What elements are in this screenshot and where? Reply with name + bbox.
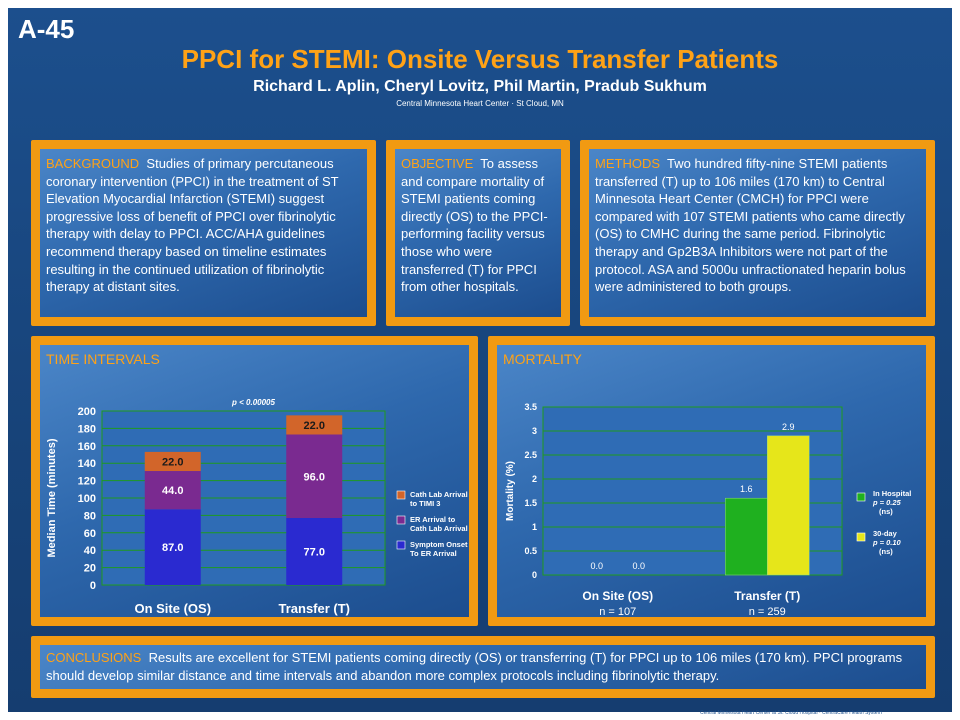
bar-segment [144, 451, 201, 472]
background-heading: BACKGROUND [46, 156, 140, 171]
time-intervals-heading: TIME INTERVALS [46, 351, 160, 367]
y-tick-label: 120 [78, 476, 96, 488]
legend-swatch [856, 492, 866, 502]
legend-label: (ns) [879, 507, 893, 516]
bar-segment [144, 471, 201, 510]
legend-label: p = 0.25 [872, 498, 902, 507]
y-tick-label: 180 [78, 423, 96, 435]
x-tick-label: On Site (OS) [582, 589, 653, 603]
n-label: n = 107 [599, 606, 636, 617]
data-label: 22.0 [162, 456, 183, 468]
legend-label: In Hospital [873, 489, 911, 498]
y-tick-label: 2 [532, 474, 537, 484]
time-intervals-chart: 0 20 40 60 80 100 120 140 160 180 200 Median Time (… [46, 398, 468, 616]
background-panel: BACKGROUND Studies of primary percutaneo… [31, 140, 376, 326]
conclusions-heading: CONCLUSIONS [46, 650, 142, 665]
p-value: p < 0.00005 [231, 398, 275, 407]
methods-text: METHODS Two hundred fifty-nine STEMI pat… [595, 155, 920, 296]
poster-title: PPCI for STEMI: Onsite Versus Transfer P… [181, 44, 779, 74]
data-label: 77.0 [304, 547, 325, 559]
x-tick-label: Transfer (T) [278, 601, 350, 616]
legend-swatch [856, 532, 866, 542]
y-tick-label: 1.5 [524, 498, 537, 508]
y-tick-label: 40 [84, 545, 96, 557]
y-tick-label: 2.5 [524, 450, 537, 460]
n-label: n = 259 [749, 606, 786, 617]
legend-swatch [396, 540, 406, 550]
bar-segment [144, 509, 201, 585]
background-text: BACKGROUND Studies of primary percutaneo… [46, 155, 361, 296]
y-tick-label: 160 [78, 441, 96, 453]
y-tick-label: 0 [532, 570, 537, 580]
legend-label: (ns) [879, 547, 893, 556]
methods-panel-body: METHODS Two hundred fifty-nine STEMI pat… [589, 149, 926, 317]
background-panel-body: BACKGROUND Studies of primary percutaneo… [40, 149, 367, 317]
y-tick-label: 140 [78, 458, 96, 470]
bar [767, 435, 810, 576]
mortality-chart: 0 0.5 1 1.5 2 2.5 3 3.5 Mortality (%) 0.0 0.0 On Si… [505, 402, 911, 617]
mortality-panel: MORTALITY 0 0.5 1 1.5 2 2.5 3 3.5 Mortality (%) 0… [488, 336, 935, 626]
data-label: 87.0 [162, 542, 183, 554]
poster-authors: Richard L. Aplin, Cheryl Lovitz, Phil Ma… [253, 78, 707, 95]
time-intervals-panel-body: TIME INTERVALS 0 20 40 60 80 100 120 140 160 180 2… [40, 345, 469, 617]
data-label: 2.9 [782, 422, 795, 432]
footer-credit: Central Minnesota Heart Center at St. Cl… [700, 710, 882, 716]
methods-body: Two hundred fifty-nine STEMI patients tr… [595, 156, 906, 295]
legend-label: To ER Arrival [410, 549, 457, 558]
bar-segment [286, 434, 343, 519]
conclusions-panel-body: CONCLUSIONS Results are excellent for ST… [40, 645, 926, 689]
legend-label: 30-day [873, 529, 898, 538]
legend-label: p = 0.10 [872, 538, 902, 547]
y-tick-label: 100 [78, 493, 96, 505]
y-tick-label: 80 [84, 510, 96, 522]
data-label: 44.0 [162, 485, 183, 497]
data-label: 0.0 [632, 561, 645, 571]
legend-swatch [396, 515, 406, 525]
bar [725, 497, 768, 576]
x-tick-label: On Site (OS) [134, 601, 211, 616]
legend-label: Cath Lab Arrival [410, 490, 468, 499]
poster-id: A-45 [18, 14, 75, 44]
y-tick-label: 1 [532, 522, 537, 532]
methods-panel: METHODS Two hundred fifty-nine STEMI pat… [580, 140, 935, 326]
data-label: 1.6 [740, 484, 753, 494]
data-label: 22.0 [304, 420, 325, 432]
bar-segment [286, 518, 343, 585]
y-tick-label: 60 [84, 528, 96, 540]
conclusions-text: CONCLUSIONS Results are excellent for ST… [46, 649, 920, 684]
y-axis-label: Mortality (%) [505, 461, 516, 521]
y-tick-label: 0.5 [524, 546, 537, 556]
mortality-heading: MORTALITY [503, 351, 582, 367]
objective-panel-body: OBJECTIVE To assess and compare mortalit… [395, 149, 561, 317]
poster: A-45 PPCI for STEMI: Onsite Versus Trans… [8, 8, 952, 712]
poster-affiliation: Central Minnesota Heart Center · St Clou… [396, 99, 564, 108]
objective-panel: OBJECTIVE To assess and compare mortalit… [386, 140, 570, 326]
legend-label: ER Arrival to [410, 515, 456, 524]
y-tick-label: 200 [78, 406, 96, 418]
legend-label: to TIMI 3 [410, 499, 440, 508]
y-tick-label: 3.5 [524, 402, 537, 412]
y-tick-label: 20 [84, 563, 96, 575]
objective-text: OBJECTIVE To assess and compare mortalit… [401, 155, 555, 296]
y-tick-label: 0 [90, 580, 96, 592]
x-tick-label: Transfer (T) [734, 589, 800, 603]
methods-heading: METHODS [595, 156, 660, 171]
time-intervals-panel: TIME INTERVALS 0 20 40 60 80 100 120 140 160 180 2… [31, 336, 478, 626]
background-body: Studies of primary percutaneous coronary… [46, 156, 339, 295]
data-label: 96.0 [304, 471, 325, 483]
legend-label: Symptom Onset [410, 540, 468, 549]
conclusions-panel: CONCLUSIONS Results are excellent for ST… [31, 636, 935, 698]
data-label: 0.0 [590, 561, 603, 571]
objective-body: To assess and compare mortality of STEMI… [401, 156, 548, 295]
y-tick-label: 3 [532, 426, 537, 436]
objective-heading: OBJECTIVE [401, 156, 474, 171]
mortality-panel-body: MORTALITY 0 0.5 1 1.5 2 2.5 3 3.5 Mortality (%) 0… [497, 345, 926, 617]
bar-segment [286, 415, 343, 435]
conclusions-body: Results are excellent for STEMI patients… [46, 650, 903, 683]
y-axis-label: Median Time (minutes) [46, 438, 58, 557]
legend-label: Cath Lab Arrival [410, 524, 468, 533]
legend-swatch [396, 490, 406, 500]
